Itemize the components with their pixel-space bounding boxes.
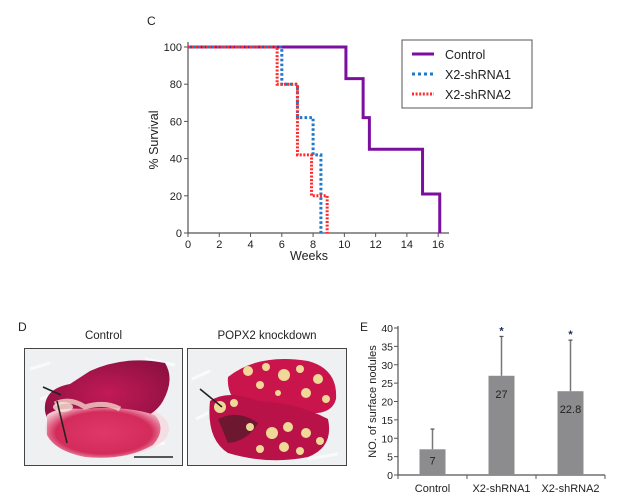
survival-line-x2-shrna2 <box>188 45 329 233</box>
survival-line-control <box>188 45 442 233</box>
legend: Control X2-shRNA1 X2-shRNA2 <box>401 39 533 109</box>
y-tick-label: 0 <box>176 228 182 240</box>
significance-star: * <box>499 325 504 337</box>
x-tick-label: 4 <box>247 239 253 251</box>
bar-y-tick-label: 15 <box>381 415 393 427</box>
survival-chart: 0 20 40 60 80 100 0 2 4 6 8 10 12 14 16 Control X2-shRN… <box>147 39 533 263</box>
x-tick-label: 14 <box>401 239 413 251</box>
panel-label-c: C <box>147 14 156 28</box>
x-tick-label: 2 <box>216 239 222 251</box>
photo-title-control: Control <box>84 330 123 342</box>
x-axis-label: Weeks <box>290 249 328 263</box>
bar-y-tick-label: 30 <box>381 360 393 372</box>
bar-y-axis-label: NO. of surface nodules <box>367 345 379 458</box>
legend-label: X2-shRNA1 <box>445 68 511 82</box>
x-tick-label: 6 <box>279 239 285 251</box>
panel-label-d: D <box>18 320 27 334</box>
legend-box <box>401 39 533 109</box>
bar-y-tick-label: 20 <box>381 397 393 409</box>
bar-y-tick-label: 0 <box>387 470 393 482</box>
bar-category-label: Control <box>415 483 450 495</box>
y-tick-label: 40 <box>170 154 182 166</box>
survival-line-x2-shrna1 <box>188 45 323 233</box>
bar-value-label: 7 <box>429 455 435 467</box>
bar-value-label: 27 <box>495 389 507 401</box>
bar-control <box>419 449 446 475</box>
bar-value-label: 22.8 <box>560 404 581 416</box>
y-tick-label: 60 <box>170 116 182 128</box>
bar-x2-shrna1 <box>488 375 515 475</box>
y-tick-label: 80 <box>170 79 182 91</box>
legend-label: X2-shRNA2 <box>445 88 511 102</box>
x-tick-label: 10 <box>338 239 350 251</box>
y-axis-label: % Survival <box>147 110 161 169</box>
bar-y-tick-label: 25 <box>381 378 393 390</box>
bar-y-tick-label: 35 <box>381 341 393 353</box>
x-tick-label: 0 <box>185 239 191 251</box>
photo-title-knockdown: POPX2 knockdown <box>217 330 317 342</box>
x-tick-label: 12 <box>370 239 382 251</box>
significance-star: * <box>568 329 573 341</box>
bar-category-label: X2-shRNA2 <box>541 483 599 495</box>
bar-category-label: X2-shRNA1 <box>472 483 530 495</box>
photo-panel: Control <box>24 330 354 470</box>
y-tick-label: 20 <box>170 191 182 203</box>
bar-x2-shrna2 <box>557 391 584 475</box>
bar-y-tick-label: 40 <box>381 323 393 335</box>
x-tick-label: 16 <box>432 239 444 251</box>
bar-y-tick-label: 10 <box>381 433 393 445</box>
panel-label-e: E <box>360 320 369 334</box>
legend-label: Control <box>445 48 485 62</box>
y-tick-label: 100 <box>164 42 182 54</box>
lung-photo-control <box>24 348 183 466</box>
x-tick-label: 8 <box>310 239 316 251</box>
bar-y-tick-label: 5 <box>387 452 393 464</box>
lung-photo-knockdown <box>187 348 347 466</box>
